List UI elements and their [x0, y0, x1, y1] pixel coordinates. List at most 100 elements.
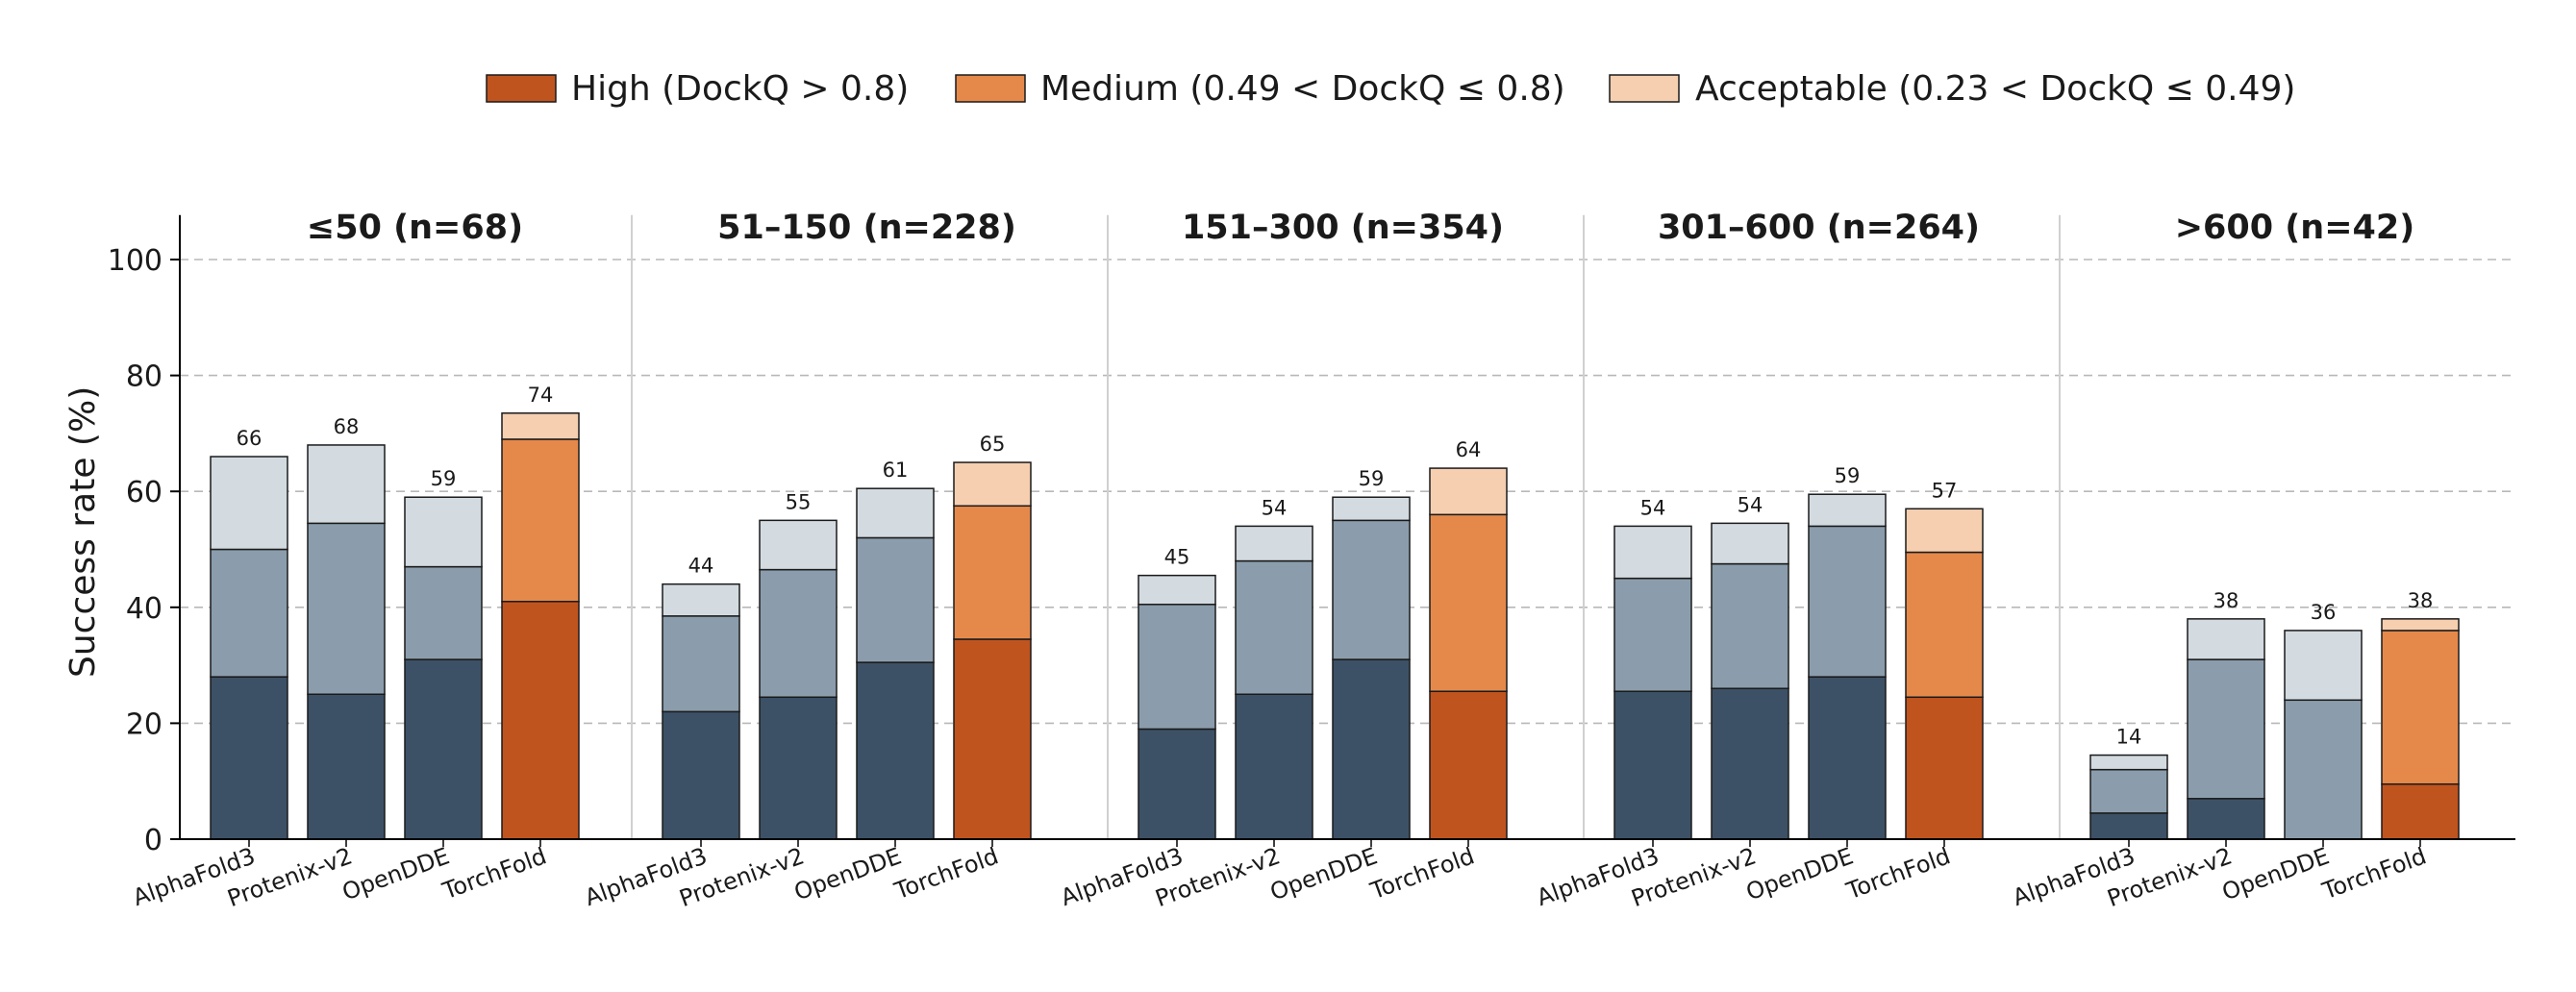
bar-2-alphafold3-acceptable: [662, 583, 740, 617]
bar-1-torchfold-high: [501, 601, 580, 840]
total-label-2-alphafold3: 44: [688, 555, 714, 578]
panel-title-5: >600 (n=42): [2175, 209, 2415, 247]
bar-5-opendde-acceptable: [2284, 630, 2363, 702]
y-axis-label: Success rate (%): [63, 386, 103, 678]
bar-3-torchfold-high: [1429, 690, 1508, 840]
legend-label-high: High (DockQ > 0.8): [571, 69, 909, 109]
bar-1-opendde-acceptable: [404, 496, 483, 568]
bar-1-torchfold-medium: [501, 438, 580, 603]
bar-4-alphafold3-high: [1613, 690, 1692, 840]
bar-2-torchfold-high: [953, 638, 1032, 840]
panel-title-1: ≤50 (n=68): [307, 209, 523, 247]
total-label-2-protenix-v2: 55: [786, 490, 812, 513]
ytick-label-60: 60: [126, 476, 163, 509]
bar-2-torchfold-acceptable: [953, 461, 1032, 508]
bar-2-protenix-v2-acceptable: [759, 519, 838, 571]
xtick-label-2-opendde: OpenDDE: [790, 842, 905, 905]
bar-5-protenix-v2-high: [2187, 798, 2265, 840]
bar-1-protenix-v2-high: [307, 693, 386, 840]
total-label-3-torchfold: 64: [1456, 438, 1482, 461]
total-label-5-protenix-v2: 38: [2213, 589, 2239, 612]
bar-5-protenix-v2-acceptable: [2187, 618, 2265, 660]
bar-5-alphafold3-high: [2089, 812, 2168, 840]
ytick-label-100: 100: [108, 244, 163, 278]
ytick-label-80: 80: [126, 360, 163, 394]
bar-5-torchfold-medium: [2381, 630, 2460, 785]
bar-4-torchfold-medium: [1905, 551, 1984, 699]
xtick-label-4-torchfold: TorchFold: [1842, 842, 1954, 905]
bar-1-opendde-medium: [404, 565, 483, 660]
legend: High (DockQ > 0.8) Medium (0.49 < DockQ ≤…: [486, 69, 2295, 109]
bar-2-opendde-high: [856, 661, 935, 840]
bar-series: [210, 412, 2460, 840]
bar-1-protenix-v2-acceptable: [307, 444, 386, 525]
total-label-2-torchfold: 65: [980, 433, 1006, 456]
xtick-label-5-torchfold: TorchFold: [2318, 842, 2430, 905]
total-label-1-torchfold: 74: [528, 384, 554, 407]
total-label-4-alphafold3: 54: [1640, 496, 1666, 519]
bar-5-torchfold-high: [2381, 782, 2460, 840]
total-label-5-torchfold: 38: [2408, 589, 2434, 612]
legend-label-medium: Medium (0.49 < DockQ ≤ 0.8): [1040, 69, 1565, 109]
bar-2-alphafold3-high: [662, 710, 740, 840]
bar-2-protenix-v2-medium: [759, 568, 838, 699]
bar-3-alphafold3-acceptable: [1138, 574, 1216, 606]
ytick-label-0: 0: [144, 824, 163, 857]
bar-3-alphafold3-medium: [1138, 604, 1216, 731]
total-label-3-opendde: 59: [1359, 467, 1385, 490]
total-label-1-alphafold3: 66: [237, 427, 263, 450]
bar-2-torchfold-medium: [953, 505, 1032, 640]
legend-swatch-acceptable: [1609, 74, 1680, 103]
total-label-5-alphafold3: 14: [2116, 726, 2142, 749]
bar-4-torchfold-high: [1905, 696, 1984, 840]
legend-swatch-high: [486, 74, 557, 103]
bar-4-protenix-v2-medium: [1711, 562, 1789, 689]
bar-1-alphafold3-high: [210, 676, 288, 840]
bar-4-alphafold3-acceptable: [1613, 525, 1692, 580]
bar-1-protenix-v2-medium: [307, 522, 386, 695]
ytick-label-40: 40: [126, 592, 163, 626]
bar-1-alphafold3-acceptable: [210, 456, 288, 551]
xtick-label-5-opendde: OpenDDE: [2218, 842, 2333, 905]
bar-5-alphafold3-medium: [2089, 768, 2168, 814]
bar-5-alphafold3-acceptable: [2089, 754, 2168, 771]
bar-3-protenix-v2-medium: [1235, 559, 1313, 695]
axes: [170, 214, 2515, 847]
xtick-label-3-opendde: OpenDDE: [1266, 842, 1381, 905]
total-label-3-alphafold3: 45: [1164, 546, 1190, 569]
total-label-4-protenix-v2: 54: [1738, 493, 1763, 516]
bar-4-opendde-medium: [1808, 525, 1887, 678]
bar-3-protenix-v2-high: [1235, 693, 1313, 840]
total-label-4-opendde: 59: [1835, 464, 1861, 487]
total-label-5-opendde: 36: [2311, 601, 2337, 624]
xtick-label-1-opendde: OpenDDE: [338, 842, 453, 905]
bar-4-torchfold-acceptable: [1905, 508, 1984, 554]
legend-label-acceptable: Acceptable (0.23 < DockQ ≤ 0.49): [1695, 69, 2295, 109]
legend-swatch-medium: [955, 74, 1026, 103]
bar-2-opendde-acceptable: [856, 487, 935, 539]
bar-3-alphafold3-high: [1138, 728, 1216, 840]
bar-3-torchfold-medium: [1429, 513, 1508, 692]
panel-title-3: 151–300 (n=354): [1182, 209, 1504, 247]
bar-1-opendde-high: [404, 658, 483, 840]
bar-3-opendde-medium: [1332, 519, 1411, 660]
bar-2-protenix-v2-high: [759, 696, 838, 840]
panel-dividers: [631, 214, 2061, 839]
total-label-1-protenix-v2: 68: [334, 415, 360, 438]
xtick-label-3-torchfold: TorchFold: [1366, 842, 1478, 905]
bar-4-opendde-high: [1808, 676, 1887, 840]
total-label-2-opendde: 61: [883, 459, 909, 482]
bar-3-protenix-v2-acceptable: [1235, 525, 1313, 562]
xtick-label-2-torchfold: TorchFold: [890, 842, 1002, 905]
bar-5-opendde-medium: [2284, 699, 2363, 840]
total-label-4-torchfold: 57: [1932, 479, 1958, 502]
bar-4-protenix-v2-acceptable: [1711, 522, 1789, 565]
bar-3-torchfold-acceptable: [1429, 467, 1508, 516]
bar-5-torchfold-acceptable: [2381, 618, 2460, 632]
bar-4-alphafold3-medium: [1613, 577, 1692, 692]
panel-title-2: 51–150 (n=228): [717, 209, 1016, 247]
xtick-label-1-torchfold: TorchFold: [438, 842, 550, 905]
bar-1-alphafold3-medium: [210, 548, 288, 678]
bar-2-opendde-medium: [856, 536, 935, 663]
